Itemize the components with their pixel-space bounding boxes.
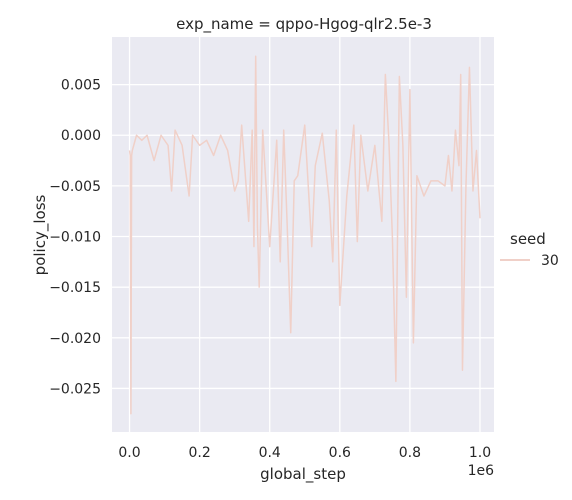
x-tick-label: 0.2: [188, 445, 210, 461]
x-tick-label: 0.6: [329, 445, 351, 461]
y-tick-label: −0.025: [49, 381, 101, 397]
y-axis-label: policy_loss: [31, 195, 50, 276]
x-tick-label: 1.0: [469, 445, 491, 461]
y-tick-label: −0.010: [49, 230, 101, 246]
y-tick-label: 0.005: [61, 78, 101, 94]
x-axis-label: global_step: [260, 465, 346, 484]
y-tick-labels: 0.005 0.000 −0.005 −0.010 −0.015 −0.020 −0.025: [49, 78, 101, 398]
y-tick-label: −0.015: [49, 280, 101, 296]
plot-area: [112, 37, 494, 432]
y-tick-label: −0.020: [49, 331, 101, 347]
gridlines: [112, 37, 494, 432]
x-tick-label: 0.4: [259, 445, 281, 461]
x-offset-label: 1e6: [468, 463, 495, 479]
x-tick-label: 0.0: [118, 445, 140, 461]
chart-title: exp_name = qppo-Hgog-qlr2.5e-3: [176, 15, 432, 34]
x-tick-label: 0.8: [399, 445, 421, 461]
y-tick-label: 0.000: [61, 128, 101, 144]
legend-entry: 30: [541, 253, 559, 269]
legend-title: seed: [510, 230, 546, 248]
legend: seed 30: [500, 230, 559, 269]
series-line: [128, 55, 481, 415]
y-tick-label: −0.005: [49, 179, 101, 195]
x-tick-labels: 0.0 0.2 0.4 0.6 0.8 1.0: [118, 445, 491, 461]
